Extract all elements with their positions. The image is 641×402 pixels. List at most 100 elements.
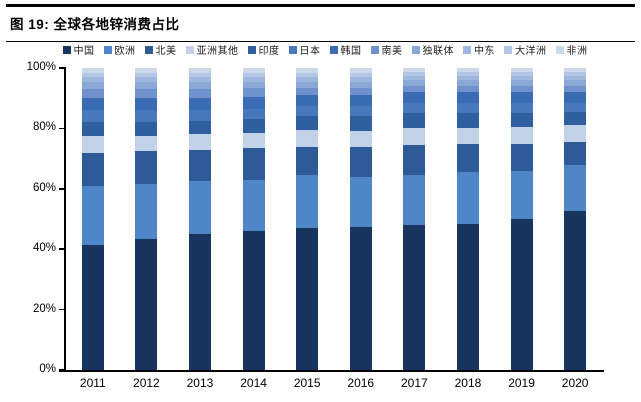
x-axis-tick-label: 2013	[186, 376, 214, 390]
bar-segment	[81, 135, 104, 153]
stacked-bar-2019	[510, 68, 533, 370]
stacked-bar-2013	[188, 68, 211, 370]
bar-segment	[349, 226, 372, 370]
legend-item: 日本	[288, 42, 321, 57]
legend-label: 非洲	[566, 46, 588, 57]
legend-item: 大洋洲	[504, 42, 547, 57]
bar-segment	[349, 176, 372, 227]
bar-segment	[135, 151, 158, 185]
bar-segment	[564, 75, 587, 81]
x-axis-tick-label: 2016	[347, 376, 375, 390]
figure-title-block: 图 19: 全球各地锌消费占比	[6, 4, 635, 42]
bar-segment	[349, 131, 372, 147]
bar-segment	[403, 92, 426, 103]
bar-segment	[81, 122, 104, 136]
legend-label: 南美	[381, 46, 403, 57]
bar-segment	[510, 71, 533, 76]
legend-swatch-icon	[504, 45, 512, 54]
bar-segment	[81, 81, 104, 90]
legend-item: 非洲	[555, 42, 588, 57]
legend-label: 中国	[73, 46, 95, 57]
legend-item: 亚洲其他	[185, 42, 239, 57]
bar-segment	[564, 71, 587, 76]
bar-segment	[81, 185, 104, 245]
bar-segment	[456, 86, 479, 93]
legend-swatch-icon	[103, 45, 112, 54]
bar-segment	[135, 72, 158, 78]
bar-segment	[456, 172, 479, 224]
bar-segment	[296, 81, 319, 88]
bar-segment	[456, 102, 479, 114]
bar-segment	[564, 125, 587, 143]
legend-item: 北美	[144, 42, 177, 57]
bar-segment	[242, 81, 265, 88]
x-axis-tick-label: 2012	[133, 376, 160, 390]
legend-swatch-icon	[62, 45, 71, 54]
y-axis-tick	[59, 369, 65, 371]
bar-segment	[564, 142, 587, 165]
bar-segment	[564, 102, 587, 112]
bar-segment	[242, 77, 265, 82]
bar-segment	[403, 71, 426, 76]
x-axis-tick-label: 2015	[293, 376, 321, 390]
legend-label: 中东	[474, 46, 495, 57]
bar-segment	[564, 80, 587, 87]
y-axis-tick-label: 40%	[32, 242, 56, 255]
legend-label: 韩国	[340, 46, 362, 57]
bar-segment	[135, 68, 158, 73]
bar-segment	[242, 87, 265, 97]
stacked-bar-2017	[403, 68, 426, 370]
y-axis-tick-label: 0%	[39, 363, 56, 375]
bar-segment	[564, 92, 587, 103]
x-axis-tick-label: 2014	[240, 376, 267, 390]
bar-segment	[296, 105, 319, 117]
bar-segment	[242, 119, 265, 133]
x-axis-tick-label: 2019	[508, 376, 535, 390]
bar-segment	[510, 102, 533, 114]
bar-segment	[456, 223, 479, 370]
bar-segment	[564, 211, 587, 370]
bar-segment	[456, 80, 479, 87]
bar-segment	[135, 184, 158, 239]
bar-segment	[135, 77, 158, 82]
bar-segment	[188, 181, 211, 235]
bar-segment	[456, 143, 479, 173]
bar-segment	[188, 120, 211, 135]
bar-segment	[510, 75, 533, 81]
bar-segment	[403, 86, 426, 93]
legend-label: 日本	[299, 46, 321, 57]
legend-item: 南美	[370, 42, 403, 57]
stacked-bar-2016	[349, 68, 372, 370]
bar-segment	[296, 77, 319, 82]
bar-segment	[349, 105, 372, 117]
bar-segment	[403, 68, 426, 72]
bar-segment	[564, 164, 587, 212]
chart-legend: 中国 欧洲 北美 亚洲其他 印度 日本 韩国 南美 独联体 中东 大洋洲 非洲	[20, 42, 630, 57]
figure-title: 图 19: 全球各地锌消费占比	[10, 17, 180, 32]
bar-segment	[510, 113, 533, 127]
bar-segment	[188, 77, 211, 82]
y-axis-tick	[59, 127, 65, 130]
bar-segment	[81, 244, 104, 370]
bar-segment	[135, 110, 158, 123]
stacked-bar-2015	[296, 68, 319, 370]
y-axis-tick-label: 80%	[32, 121, 56, 134]
legend-swatch-icon	[247, 45, 256, 54]
bar-segment	[349, 116, 372, 132]
bar-segment	[456, 68, 479, 72]
bar-segment	[349, 87, 372, 96]
x-axis-line	[59, 370, 604, 372]
x-axis-tick-label: 2017	[401, 376, 428, 390]
stacked-bar-2011	[81, 68, 104, 370]
legend-swatch-icon	[411, 45, 420, 54]
stacked-bar-2020	[564, 68, 587, 370]
bar-segment	[81, 89, 104, 99]
bar-segment	[188, 234, 211, 370]
legend-swatch-icon	[185, 45, 194, 54]
bars-container	[66, 68, 602, 370]
x-axis-tick-label: 2018	[454, 376, 482, 390]
bar-segment	[510, 219, 533, 370]
bar-segment	[296, 87, 319, 96]
bar-segment	[349, 95, 372, 106]
